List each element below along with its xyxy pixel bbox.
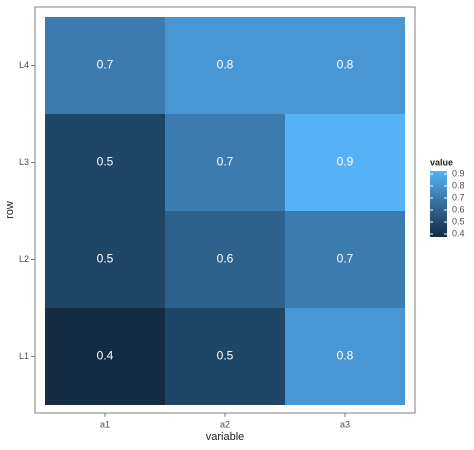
y-tick-label: L3 <box>19 157 29 167</box>
cell-label: 0.8 <box>337 58 354 72</box>
cell-label: 0.5 <box>97 155 114 169</box>
x-axis-title: variable <box>206 431 245 443</box>
legend-title: value <box>430 157 453 167</box>
cell-label: 0.7 <box>97 58 114 72</box>
cell-label: 0.8 <box>217 58 234 72</box>
y-axis-title: row <box>4 201 16 219</box>
heatmap-cell <box>45 114 165 211</box>
heatmap-cell <box>285 17 405 114</box>
y-tick-label: L4 <box>19 60 29 70</box>
cell-label: 0.7 <box>217 155 234 169</box>
cell-label: 0.8 <box>337 349 354 363</box>
colorbar-tick-label: 0.9 <box>452 168 465 178</box>
heatmap-cell <box>165 17 285 114</box>
cell-label: 0.5 <box>97 252 114 266</box>
heatmap-cell <box>285 308 405 405</box>
colorbar-tick-label: 0.7 <box>452 192 465 202</box>
colorbar-tick-label: 0.4 <box>452 228 465 238</box>
heatmap-cell <box>285 114 405 211</box>
y-tick-label: L2 <box>19 254 29 264</box>
heatmap-cell <box>165 308 285 405</box>
colorbar-tick-label: 0.8 <box>452 180 465 190</box>
cell-label: 0.4 <box>97 349 114 363</box>
heatmap-cell <box>165 114 285 211</box>
y-tick-label: L1 <box>19 351 29 361</box>
heatmap-cell <box>45 17 165 114</box>
cell-label: 0.9 <box>337 155 354 169</box>
x-tick-label: a3 <box>340 419 350 429</box>
colorbar-tick-label: 0.5 <box>452 216 465 226</box>
x-tick-label: a1 <box>100 419 110 429</box>
heatmap-cell <box>285 211 405 308</box>
colorbar <box>430 171 447 237</box>
cell-label: 0.5 <box>217 349 234 363</box>
x-tick-label: a2 <box>220 419 230 429</box>
heatmap-cell <box>165 211 285 308</box>
heatmap-cell <box>45 211 165 308</box>
cell-label: 0.6 <box>217 252 234 266</box>
cell-label: 0.7 <box>337 252 354 266</box>
colorbar-tick-label: 0.6 <box>452 204 465 214</box>
heatmap-cell <box>45 308 165 405</box>
